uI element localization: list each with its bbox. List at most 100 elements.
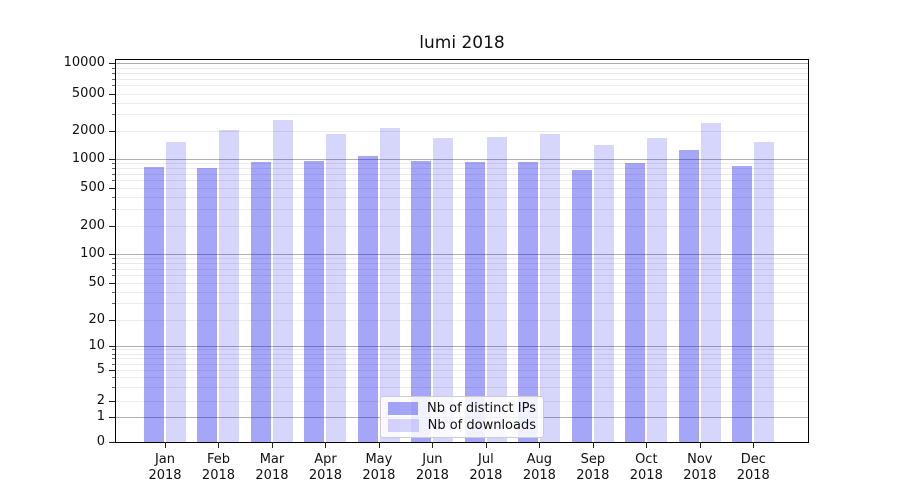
gridline-minor [116, 188, 808, 189]
y-tick [109, 254, 115, 255]
y-minor-tick [112, 268, 115, 270]
y-tick [109, 417, 115, 418]
y-minor-tick [112, 168, 115, 170]
x-tick [165, 442, 166, 449]
bar-distinct-ips-apr-2018 [304, 161, 325, 443]
gridline-minor [116, 114, 808, 116]
gridline-minor [116, 258, 808, 260]
y-tick [109, 345, 115, 347]
gridline-minor [116, 173, 808, 175]
y-tick [109, 131, 115, 132]
legend-item-downloads: Nb of downloads [388, 418, 536, 433]
gridline-minor [116, 363, 808, 365]
x-tick [485, 442, 487, 449]
gridline-minor [116, 163, 808, 165]
x-tick [271, 442, 273, 449]
gridline-minor [116, 93, 808, 95]
gridline-minor [116, 85, 808, 87]
bar-distinct-ips-feb-2018 [197, 168, 218, 443]
bar-downloads-nov-2018 [700, 122, 721, 443]
bar-distinct-ips-mar-2018 [250, 161, 271, 443]
gridline-minor [116, 131, 808, 132]
y-tick-label: 1 [96, 409, 105, 424]
gridline-minor [116, 320, 808, 321]
y-minor-tick [112, 349, 115, 351]
gridline-minor [116, 303, 808, 305]
y-tick [109, 226, 115, 227]
bar-downloads-sep-2018 [593, 145, 614, 443]
y-minor-tick [112, 258, 115, 260]
y-tick-label: 2000 [71, 123, 105, 138]
y-tick-label: 200 [80, 218, 105, 233]
y-minor-tick [112, 114, 115, 116]
gridline-minor [116, 209, 808, 211]
y-tick [109, 400, 115, 402]
y-tick [109, 93, 115, 95]
gridline-minor [116, 168, 808, 170]
legend-swatch-downloads [388, 419, 419, 432]
y-minor-tick [112, 209, 115, 211]
y-tick-label: 5000 [71, 85, 105, 101]
chart-title: lumi 2018 [419, 33, 505, 53]
gridline-minor [116, 78, 808, 80]
legend-label: Nb of distinct IPs [427, 401, 536, 416]
y-tick-label: 1000 [71, 150, 105, 166]
bar-distinct-ips-oct-2018 [625, 162, 646, 443]
gridline-major [116, 254, 808, 255]
y-tick-label: 2 [96, 392, 105, 408]
y-minor-tick [112, 163, 115, 165]
bar-distinct-ips-dec-2018 [732, 166, 753, 443]
bar-downloads-apr-2018 [326, 134, 347, 443]
x-tick-label: Jan 2018 [148, 452, 182, 484]
x-tick [539, 442, 541, 449]
gridline-minor [116, 226, 808, 227]
x-tick [325, 442, 327, 449]
bar-downloads-jun-2018 [433, 137, 454, 443]
y-minor-tick [112, 291, 115, 293]
y-tick-label: 0 [96, 434, 105, 450]
bar-downloads-may-2018 [379, 128, 400, 443]
y-minor-tick [112, 72, 115, 74]
y-minor-tick [112, 85, 115, 87]
gridline-minor [116, 291, 808, 293]
x-tick [646, 442, 648, 449]
y-minor-tick [112, 377, 115, 379]
x-tick [432, 442, 434, 449]
gridline-minor [116, 282, 808, 284]
bar-downloads-feb-2018 [219, 130, 240, 443]
legend-label: Nb of downloads [427, 418, 536, 433]
bar-distinct-ips-jan-2018 [144, 167, 164, 443]
gridline-minor [116, 180, 808, 182]
bar-distinct-ips-jul-2018 [464, 162, 485, 443]
x-tick-label: Oct 2018 [629, 452, 663, 484]
y-tick [109, 282, 115, 284]
x-tick-label: Jun 2018 [415, 452, 449, 484]
gridline-minor [116, 197, 808, 199]
x-tick [218, 442, 220, 449]
gridline-minor [116, 349, 808, 351]
y-minor-tick [112, 102, 115, 104]
y-minor-tick [112, 67, 115, 69]
gridline-minor [116, 358, 808, 360]
x-tick-label: Nov 2018 [683, 452, 717, 484]
gridline-minor [116, 263, 808, 265]
y-tick-label: 500 [80, 180, 105, 195]
gridline-minor [116, 102, 808, 104]
x-tick [753, 442, 755, 449]
bar-downloads-jul-2018 [486, 137, 507, 443]
y-minor-tick [112, 263, 115, 265]
bar-downloads-dec-2018 [754, 142, 775, 443]
y-minor-tick [112, 358, 115, 360]
y-minor-tick [112, 173, 115, 175]
x-tick-label: May 2018 [362, 452, 396, 484]
y-minor-tick [112, 303, 115, 305]
x-tick-label: Dec 2018 [736, 452, 770, 484]
gridline-minor [116, 370, 808, 371]
gridline-minor [116, 353, 808, 355]
y-minor-tick [112, 180, 115, 182]
bar-distinct-ips-nov-2018 [678, 150, 699, 443]
x-tick-label: Mar 2018 [255, 452, 289, 484]
y-tick-label: 50 [88, 274, 105, 290]
legend-item-distinct-ips: Nb of distinct IPs [388, 401, 536, 416]
gridline-major [116, 63, 808, 64]
